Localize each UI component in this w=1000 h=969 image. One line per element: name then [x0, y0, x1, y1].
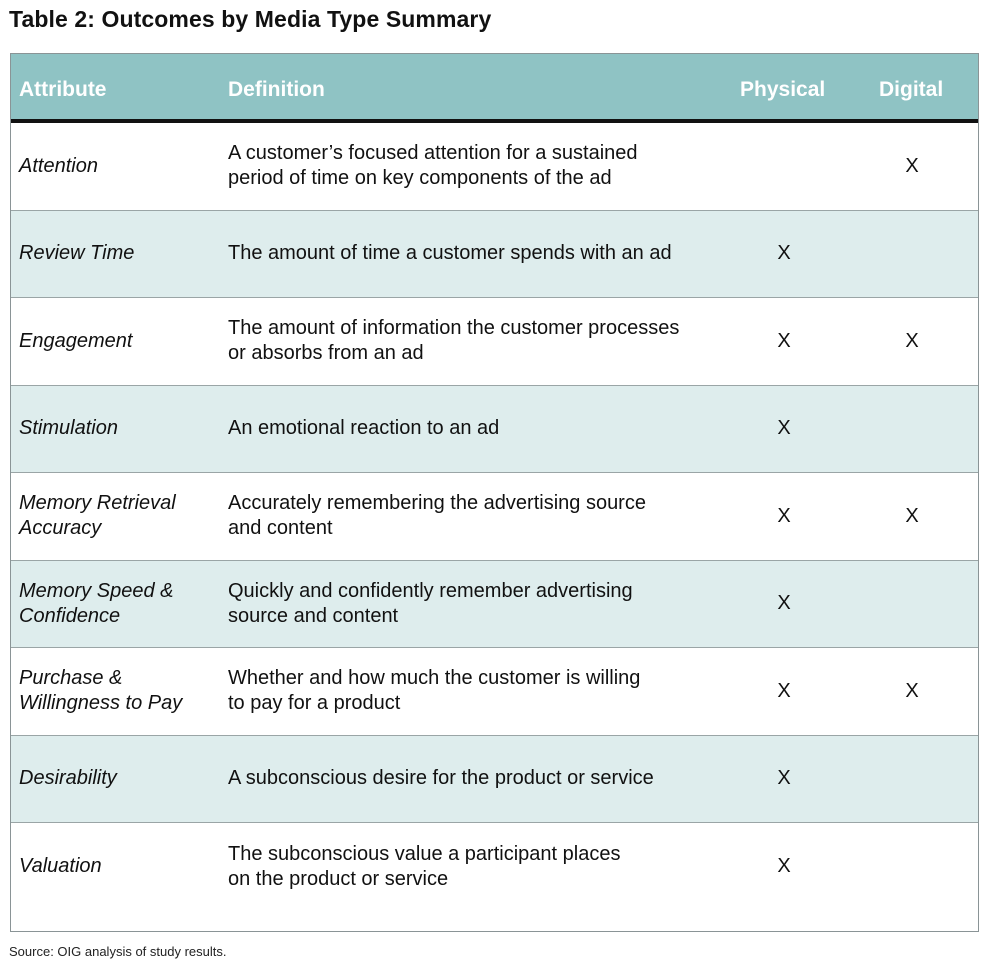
digital-cell: [879, 736, 945, 823]
definition-cell: Whether and how much the customer is wil…: [228, 667, 641, 715]
physical-cell: X: [777, 417, 791, 440]
digital-cell: X: [905, 679, 919, 702]
table-header-row: Attribute Definition Physical Digital: [11, 54, 978, 123]
table-row: Review Time The amount of time a custome…: [11, 210, 978, 298]
physical-cell: X: [777, 504, 791, 527]
table-row: Memory Speed & Confidence Quickly and co…: [11, 560, 978, 648]
table-title: Table 2: Outcomes by Media Type Summary: [9, 6, 492, 32]
attribute-cell: Memory Retrieval Accuracy: [19, 492, 176, 540]
definition-cell: Accurately remembering the advertising s…: [228, 492, 646, 540]
physical-cell: X: [777, 242, 791, 265]
digital-cell: [879, 561, 945, 648]
attribute-cell: Purchase & Willingness to Pay: [19, 667, 183, 715]
digital-cell: X: [905, 504, 919, 527]
digital-cell: X: [905, 154, 919, 177]
physical-cell: [751, 123, 817, 210]
definition-cell: Quickly and confidently remember adverti…: [228, 579, 633, 627]
header-definition: Definition: [228, 78, 325, 101]
attribute-cell: Engagement: [19, 329, 133, 352]
digital-cell: [879, 823, 945, 911]
table-row: Stimulation An emotional reaction to an …: [11, 385, 978, 473]
definition-cell: An emotional reaction to an ad: [228, 417, 500, 440]
definition-cell: A subconscious desire for the product or…: [228, 767, 654, 790]
table-row: Memory Retrieval Accuracy Accurately rem…: [11, 473, 978, 561]
digital-cell: [879, 211, 945, 298]
physical-cell: X: [777, 679, 791, 702]
definition-cell: The amount of information the customer p…: [228, 317, 680, 365]
digital-cell: [879, 386, 945, 473]
header-digital: Digital: [879, 78, 944, 101]
header-attribute: Attribute: [19, 78, 107, 101]
table-row: Desirability A subconscious desire for t…: [11, 735, 978, 823]
source-note: Source: OIG analysis of study results.: [9, 944, 227, 959]
table-row: Purchase & Willingness to Pay Whether an…: [11, 648, 978, 736]
attribute-cell: Memory Speed & Confidence: [19, 579, 174, 627]
outcomes-table: Attribute Definition Physical Digital At…: [10, 53, 979, 932]
table-row: Attention A customer’s focused attention…: [11, 123, 978, 211]
attribute-cell: Desirability: [19, 767, 117, 790]
digital-cell: X: [905, 329, 919, 352]
header-physical: Physical: [740, 78, 826, 101]
physical-cell: X: [777, 592, 791, 615]
table-body: Attention A customer’s focused attention…: [11, 123, 978, 911]
physical-cell: X: [777, 855, 791, 878]
attribute-cell: Review Time: [19, 242, 135, 265]
physical-cell: X: [777, 767, 791, 790]
physical-cell: X: [777, 329, 791, 352]
attribute-cell: Stimulation: [19, 417, 118, 440]
table-row: Valuation The subconscious value a parti…: [11, 823, 978, 911]
definition-cell: The subconscious value a participant pla…: [228, 842, 621, 890]
definition-cell: A customer’s focused attention for a sus…: [228, 142, 638, 190]
definition-cell: The amount of time a customer spends wit…: [228, 242, 672, 265]
attribute-cell: Attention: [19, 154, 98, 177]
table-row: Engagement The amount of information the…: [11, 298, 978, 386]
attribute-cell: Valuation: [19, 855, 102, 878]
